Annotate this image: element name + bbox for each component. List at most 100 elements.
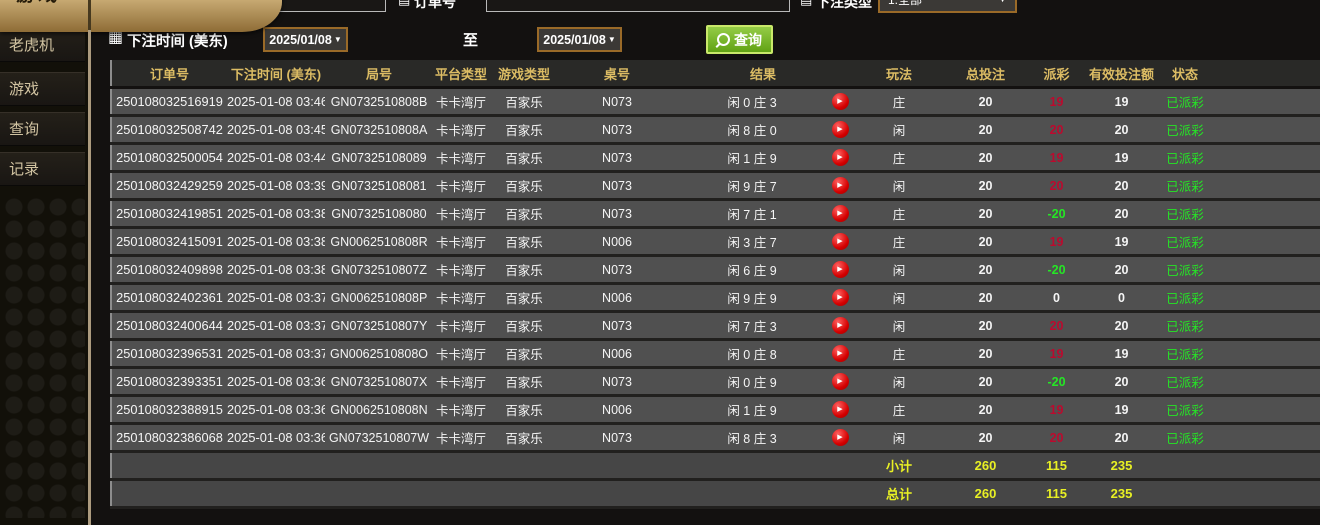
replay-cell: ▶ xyxy=(829,311,852,341)
total-bet: 20 xyxy=(947,255,1025,285)
valid-bet: 20 xyxy=(1089,367,1155,397)
table-number: N073 xyxy=(559,171,675,201)
replay-cell: ▶ xyxy=(829,283,852,313)
valid-bet: 20 xyxy=(1089,311,1155,341)
play-button[interactable]: ▶ xyxy=(831,429,849,446)
payout: 19 xyxy=(1024,339,1090,369)
play-button[interactable]: ▶ xyxy=(831,233,849,250)
col-round: 局号 xyxy=(325,60,433,89)
replay-cell: ▶ xyxy=(829,87,852,117)
valid-bet: 19 xyxy=(1089,339,1155,369)
date-from-picker[interactable]: 2025/01/08 ▼ xyxy=(263,27,348,52)
result-text: 闲 8 庄 3 xyxy=(675,423,829,453)
platform-type: 卡卡湾厅 xyxy=(433,115,489,145)
bet-time: 2025-01-08 03:44:47 xyxy=(227,143,325,173)
play-button[interactable]: ▶ xyxy=(831,121,849,138)
play-type: 闲 xyxy=(851,171,948,201)
order-number: 250108032516919 xyxy=(111,87,227,117)
play-button[interactable]: ▶ xyxy=(831,317,849,334)
subtotal-row: 小计 260 115 235 xyxy=(111,451,1320,481)
play-button[interactable]: ▶ xyxy=(831,261,849,278)
round-number: GN0062510808N xyxy=(325,395,433,425)
play-type: 闲 xyxy=(851,423,948,453)
play-type: 闲 xyxy=(851,311,948,341)
order-number: 250108032386068 xyxy=(111,423,227,453)
subtotal-payout: 115 xyxy=(1024,451,1090,481)
play-button[interactable]: ▶ xyxy=(831,177,849,194)
bet-time: 2025-01-08 03:37:08 xyxy=(227,339,325,369)
play-type: 闲 xyxy=(851,255,948,285)
sidebar-item-label: 游戏 xyxy=(9,81,40,98)
sidebar-item-games[interactable]: 游戏 xyxy=(0,72,85,106)
play-button[interactable]: ▶ xyxy=(831,149,849,166)
sidebar-item-records[interactable]: 记录 xyxy=(0,152,85,186)
col-status: 状态 xyxy=(1154,60,1320,89)
play-button[interactable]: ▶ xyxy=(831,205,849,222)
sidebar-item-label: 记录 xyxy=(9,161,40,178)
payout: -20 xyxy=(1024,255,1090,285)
table-number: N073 xyxy=(559,143,675,173)
play-button[interactable]: ▶ xyxy=(831,289,849,306)
grand-total-row: 总计 260 115 235 xyxy=(111,479,1320,509)
play-button[interactable]: ▶ xyxy=(831,373,849,390)
total-bet: 20 xyxy=(947,367,1025,397)
valid-bet: 19 xyxy=(1089,227,1155,257)
result-text: 闲 8 庄 0 xyxy=(675,115,829,145)
chevron-down-icon: ▼ xyxy=(998,0,1007,4)
col-total-bet: 总投注 xyxy=(947,60,1025,89)
valid-bet: 20 xyxy=(1089,115,1155,145)
col-order: 订单号 xyxy=(111,60,227,89)
replay-cell: ▶ xyxy=(829,227,852,257)
query-button[interactable]: 查询 xyxy=(706,25,773,54)
col-table: 桌号 xyxy=(559,60,675,89)
order-number-input[interactable] xyxy=(486,0,790,12)
bet-type-select[interactable]: 1.全部 ▼ xyxy=(878,0,1017,13)
sidebar-item-query[interactable]: 查询 xyxy=(0,112,85,146)
order-number: 250108032402361 xyxy=(111,283,227,313)
game-type: 百家乐 xyxy=(489,143,559,173)
play-button[interactable]: ▶ xyxy=(831,401,849,418)
replay-cell: ▶ xyxy=(829,115,852,145)
order-number: 250108032409898 xyxy=(111,255,227,285)
play-button[interactable]: ▶ xyxy=(831,345,849,362)
date-to-picker[interactable]: 2025/01/08 ▼ xyxy=(537,27,622,52)
valid-bet: 20 xyxy=(1089,255,1155,285)
result-text: 闲 6 庄 9 xyxy=(675,255,829,285)
payout: -20 xyxy=(1024,367,1090,397)
bet-time: 2025-01-08 03:36:21 xyxy=(227,423,325,453)
play-type: 庄 xyxy=(851,339,948,369)
subtotal-label: 小计 xyxy=(851,451,948,481)
payout: 20 xyxy=(1024,423,1090,453)
bet-time: 2025-01-08 03:38:11 xyxy=(227,255,325,285)
payout: 20 xyxy=(1024,311,1090,341)
valid-bet: 19 xyxy=(1089,395,1155,425)
play-type: 庄 xyxy=(851,395,948,425)
status: 已派彩 xyxy=(1154,227,1320,257)
valid-bet: 19 xyxy=(1089,87,1155,117)
bet-time: 2025-01-08 03:46:02 xyxy=(227,87,325,117)
to-label: 至 xyxy=(463,32,479,49)
col-platform: 平台类型 xyxy=(433,60,489,89)
game-type: 百家乐 xyxy=(489,199,559,229)
total-bet: 20 xyxy=(947,115,1025,145)
status: 已派彩 xyxy=(1154,339,1320,369)
subtotal-spacer xyxy=(111,451,852,481)
status: 已派彩 xyxy=(1154,367,1320,397)
play-type: 闲 xyxy=(851,115,948,145)
result-text: 闲 1 庄 9 xyxy=(675,143,829,173)
replay-cell: ▶ xyxy=(829,143,852,173)
play-button[interactable]: ▶ xyxy=(831,93,849,110)
result-text: 闲 9 庄 9 xyxy=(675,283,829,313)
play-type: 庄 xyxy=(851,143,948,173)
date-from-value: 2025/01/08 xyxy=(269,32,332,47)
active-tab-games[interactable]: 游戏 xyxy=(0,0,282,32)
form-icon: ▤ xyxy=(800,0,812,8)
sidebar-item-label: 老虎机 xyxy=(9,37,55,54)
sidebar-item-slots[interactable]: 老虎机 xyxy=(0,28,85,62)
